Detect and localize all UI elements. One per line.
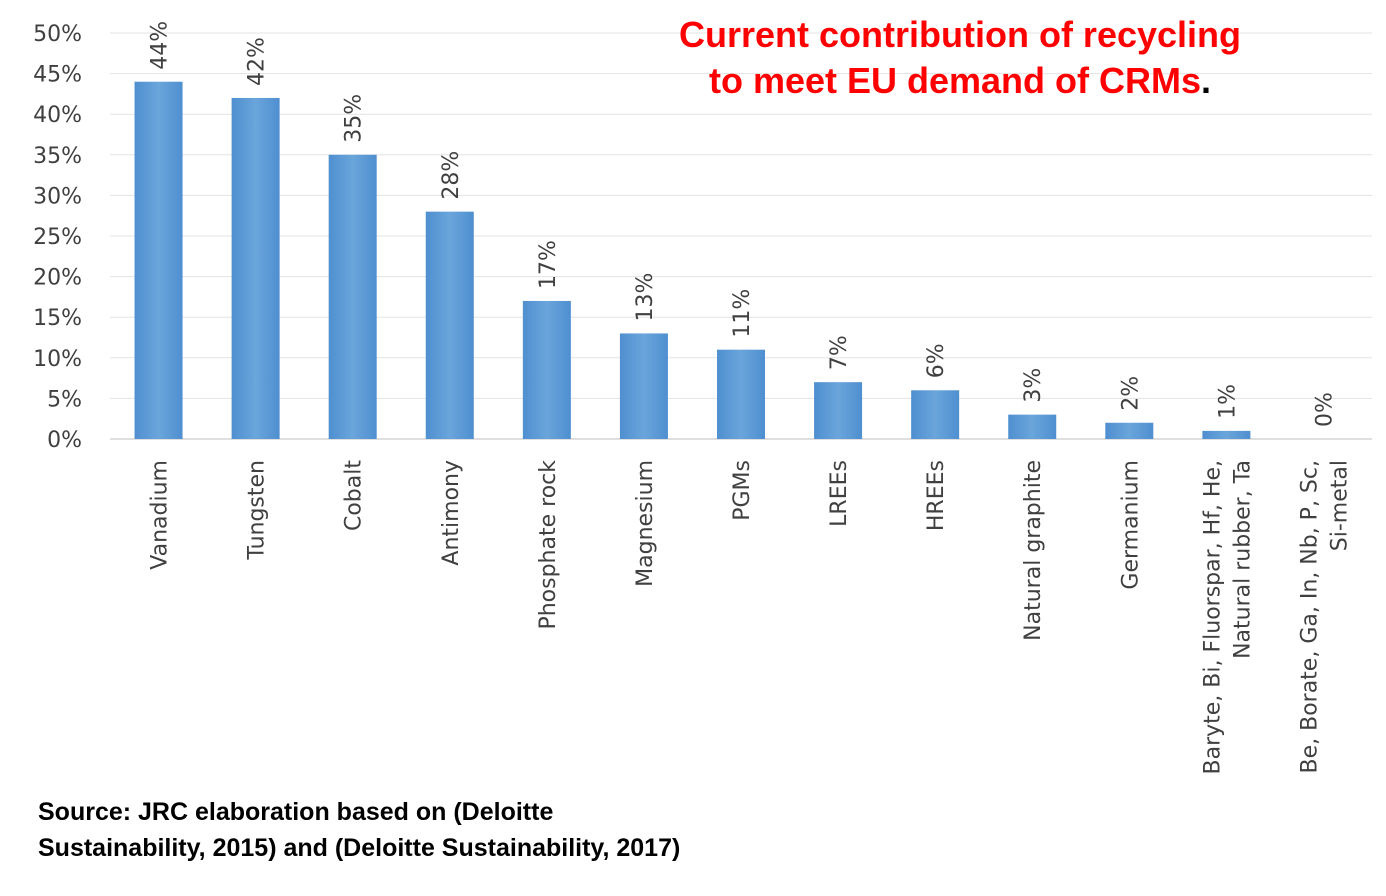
data-label: 7% bbox=[827, 335, 852, 370]
category-label: Baryte, Bi, Fluorspar, Hf, He, bbox=[1200, 460, 1225, 774]
chart-title-period: . bbox=[1201, 60, 1212, 101]
data-label: 3% bbox=[1021, 368, 1046, 403]
bar bbox=[522, 300, 571, 439]
category-label: Phosphate rock bbox=[536, 460, 561, 630]
bar bbox=[1202, 430, 1251, 439]
data-label: 11% bbox=[730, 289, 755, 338]
category-label: Magnesium bbox=[633, 460, 658, 587]
category-label: Antimony bbox=[439, 460, 464, 566]
category-label: Tungsten bbox=[245, 460, 270, 561]
source-note-line-1: Source: JRC elaboration based on (Deloit… bbox=[38, 798, 554, 826]
data-label: 0% bbox=[1312, 392, 1337, 427]
category-label: Vanadium bbox=[148, 460, 173, 570]
bar bbox=[231, 97, 280, 440]
bar bbox=[134, 81, 183, 439]
chart-title: Current contribution of recycling to mee… bbox=[560, 12, 1360, 104]
data-label: 1% bbox=[1215, 384, 1240, 419]
y-tick-label: 0% bbox=[47, 428, 82, 453]
bar bbox=[328, 154, 377, 440]
category-label: LREEs bbox=[827, 460, 852, 527]
category-label: Cobalt bbox=[342, 460, 367, 531]
source-note-line-2: Sustainability, 2015) and (Deloitte Sust… bbox=[38, 834, 681, 862]
bars bbox=[134, 81, 1251, 440]
category-label: Be, Borate, Ga, In, Nb, P, Sc, bbox=[1297, 460, 1322, 774]
y-tick-label: 25% bbox=[33, 225, 82, 250]
category-label: PGMs bbox=[730, 460, 755, 521]
source-note: Source: JRC elaboration based on (Deloit… bbox=[38, 794, 838, 866]
chart-title-line-2-text: to meet EU demand of CRMs bbox=[708, 60, 1202, 101]
bar bbox=[425, 211, 474, 439]
category-label: HREEs bbox=[924, 460, 949, 531]
y-axis-tick-labels: 0% 5% 10% 15% 20% 25% 30% 35% 40% 45% 50% bbox=[33, 22, 82, 453]
data-label: 13% bbox=[633, 273, 658, 322]
y-tick-label: 5% bbox=[47, 387, 82, 412]
category-label: Si-metal bbox=[1327, 460, 1352, 551]
category-label: Germanium bbox=[1118, 460, 1143, 590]
data-label: 28% bbox=[439, 151, 464, 200]
data-label: 17% bbox=[536, 240, 561, 289]
bar bbox=[1008, 414, 1057, 439]
data-label: 44% bbox=[148, 21, 173, 70]
y-tick-label: 50% bbox=[33, 22, 82, 47]
data-label: 6% bbox=[924, 343, 949, 378]
bar bbox=[619, 333, 668, 439]
bar bbox=[717, 349, 765, 439]
y-tick-label: 35% bbox=[33, 144, 82, 169]
data-label: 35% bbox=[342, 94, 367, 143]
x-axis-category-labels: Vanadium Tungsten Cobalt Antimony Phosphate … bbox=[148, 460, 1353, 775]
y-tick-label: 15% bbox=[33, 306, 82, 331]
y-tick-label: 40% bbox=[33, 103, 82, 128]
data-labels: 44% 42% 35% 28% 17% 13% 11% 7% 6% 3% 2% 1% 0% bbox=[148, 21, 1338, 427]
chart-title-line-1: Current contribution of recycling bbox=[678, 14, 1242, 55]
bar bbox=[1105, 422, 1154, 439]
data-label: 42% bbox=[245, 37, 270, 86]
bar bbox=[911, 390, 960, 439]
y-tick-label: 45% bbox=[33, 63, 82, 88]
gridlines bbox=[110, 32, 1372, 440]
chart-title-line-2: to meet EU demand of CRMs. bbox=[560, 58, 1360, 104]
category-label: Natural graphite bbox=[1021, 460, 1046, 641]
y-tick-label: 10% bbox=[33, 347, 82, 372]
bar bbox=[814, 382, 863, 439]
y-tick-label: 30% bbox=[33, 184, 82, 209]
y-tick-label: 20% bbox=[33, 266, 82, 291]
data-label: 2% bbox=[1118, 376, 1143, 411]
category-label: Natural rubber, Ta bbox=[1230, 460, 1255, 659]
